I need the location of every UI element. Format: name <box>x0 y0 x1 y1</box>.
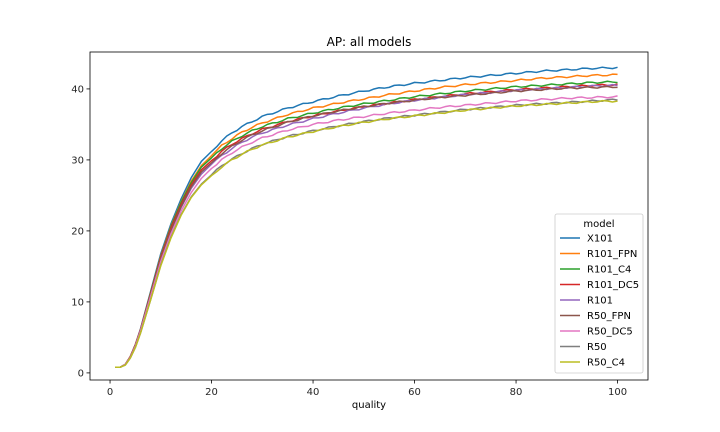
chart-title: AP: all models <box>327 35 412 49</box>
x-tick-label-100: 100 <box>608 387 627 398</box>
series-line-r101-dc5 <box>115 83 618 368</box>
y-tick-label-0: 0 <box>78 368 84 379</box>
series-layer <box>115 66 618 368</box>
y-tick-label-40: 40 <box>71 84 84 95</box>
legend-label-r101: R101 <box>587 296 613 307</box>
legend-items: X101 R101_FPN R101_C4 R101_DC5 R101 R50_FPN R5… <box>560 234 639 369</box>
x-axis: 0 20 40 60 80 100 <box>107 380 627 398</box>
series-line-x101 <box>115 66 618 368</box>
legend: model X101 R101_FPN R101_C4 R101_DC5 R101 R50… <box>554 213 644 374</box>
legend-label-r101-c4: R101_C4 <box>587 265 631 276</box>
series-line-r101-fpn <box>115 73 618 368</box>
series-line-r101-c4 <box>115 80 618 368</box>
legend-label-r101-dc5: R101_DC5 <box>587 280 639 291</box>
series-line-r50-c4 <box>115 99 618 368</box>
y-tick-label-30: 30 <box>71 155 84 166</box>
x-tick-label-80: 80 <box>510 387 523 398</box>
legend-title: model <box>583 219 614 230</box>
legend-label-r101-fpn: R101_FPN <box>587 249 637 260</box>
legend-label-x101: X101 <box>587 234 613 245</box>
legend-label-r50-c4: R50_C4 <box>587 358 625 369</box>
plot-area <box>89 51 649 381</box>
x-axis-label: quality <box>352 400 386 411</box>
y-tick-label-20: 20 <box>71 226 84 237</box>
y-axis: 0 10 20 30 40 <box>71 84 90 379</box>
legend-label-r50-fpn: R50_FPN <box>587 311 631 322</box>
series-line-r50-dc5 <box>115 95 618 368</box>
series-line-r101 <box>115 83 618 368</box>
legend-label-r50-dc5: R50_DC5 <box>587 327 633 338</box>
x-tick-label-0: 0 <box>107 387 113 398</box>
x-tick-label-20: 20 <box>205 387 218 398</box>
y-tick-label-10: 10 <box>71 297 84 308</box>
series-line-r50-fpn <box>115 85 618 368</box>
legend-label-r50: R50 <box>587 342 607 353</box>
series-line-r50 <box>115 98 618 368</box>
x-tick-label-60: 60 <box>408 387 421 398</box>
x-tick-label-40: 40 <box>307 387 320 398</box>
